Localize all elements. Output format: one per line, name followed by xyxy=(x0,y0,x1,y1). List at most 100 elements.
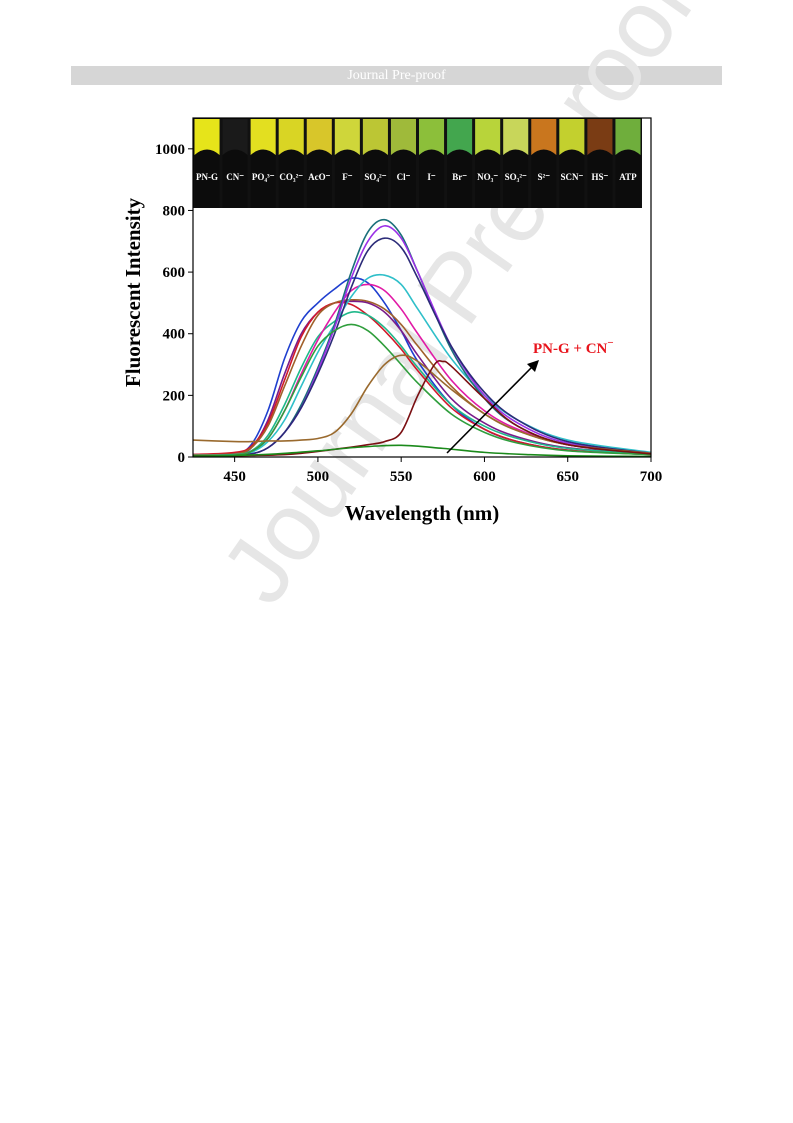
vial-5: AcO⁻ xyxy=(306,119,332,208)
vial-solution xyxy=(306,119,332,155)
series-line-1 xyxy=(192,277,652,456)
y-tick-label: 1000 xyxy=(155,142,185,158)
vial-base xyxy=(362,149,388,208)
vial-3: PO₄³⁻ xyxy=(250,119,276,208)
vial-4: CO₃²⁻ xyxy=(278,119,304,208)
vial-8: Cl⁻ xyxy=(390,119,416,208)
vial-label: SO₃²⁻ xyxy=(505,172,527,182)
vial-base xyxy=(194,149,220,208)
vial-base xyxy=(531,149,557,208)
series-line-7 xyxy=(192,273,652,457)
vial-solution xyxy=(447,119,473,155)
series-line-5 xyxy=(192,311,652,457)
vial-label: AcO⁻ xyxy=(308,172,330,182)
vial-label: NO₃⁻ xyxy=(477,172,498,182)
vial-base xyxy=(503,149,529,208)
series-line-10 xyxy=(192,237,652,457)
vial-14: SCN⁻ xyxy=(559,119,585,208)
x-tick-label: 500 xyxy=(307,469,330,485)
vial-label: S²⁻ xyxy=(538,172,551,182)
vial-label: ATP xyxy=(619,172,637,182)
vial-10: Br⁻ xyxy=(447,119,473,208)
vial-solution xyxy=(615,119,641,155)
vial-base xyxy=(475,149,501,208)
vial-solution xyxy=(222,119,248,155)
vial-base xyxy=(278,149,304,208)
vial-7: SO₄²⁻ xyxy=(362,119,388,208)
x-tick-label: 650 xyxy=(556,469,579,485)
y-tick-label: 800 xyxy=(163,203,186,219)
y-tick-label: 400 xyxy=(163,327,186,343)
vial-base xyxy=(306,149,332,208)
vial-base xyxy=(559,149,585,208)
vial-solution xyxy=(334,119,360,155)
vial-16: ATP xyxy=(615,119,641,208)
vial-label: HS⁻ xyxy=(592,172,609,182)
vial-9: I⁻ xyxy=(419,119,445,208)
annotation-label: PN-G + CN− xyxy=(533,337,614,357)
vial-base xyxy=(334,149,360,208)
vial-base xyxy=(222,149,248,208)
vial-label: CN⁻ xyxy=(226,172,244,182)
x-tick-label: 600 xyxy=(473,469,496,485)
vial-solution xyxy=(250,119,276,155)
vial-solution xyxy=(531,119,557,155)
x-axis-label: Wavelength (nm) xyxy=(345,501,500,525)
y-tick-label: 600 xyxy=(163,265,186,281)
vial-label: CO₃²⁻ xyxy=(279,172,303,182)
annotation-arrow-shaft xyxy=(446,365,534,454)
vial-base xyxy=(447,149,473,208)
vial-solution xyxy=(503,119,529,155)
y-tick-label: 200 xyxy=(163,388,186,404)
cn-annotation: PN-G + CN− xyxy=(446,337,614,454)
vial-label: SO₄²⁻ xyxy=(364,172,386,182)
vial-2: CN⁻ xyxy=(222,119,248,208)
vial-solution xyxy=(475,119,501,155)
y-tick-label: 0 xyxy=(178,450,186,466)
vial-base xyxy=(615,149,641,208)
vial-base xyxy=(587,149,613,208)
vial-label: I⁻ xyxy=(427,172,436,182)
vial-13: S²⁻ xyxy=(531,119,557,208)
vial-label: PN-G xyxy=(196,172,218,182)
vial-solution xyxy=(390,119,416,155)
series-line-13 xyxy=(192,359,652,457)
vial-1: PN-G xyxy=(194,119,220,208)
vial-label: Br⁻ xyxy=(452,172,467,182)
vial-solution xyxy=(194,119,220,155)
x-tick-label: 450 xyxy=(223,469,246,485)
vial-photo-strip: PN-G CN⁻ PO₄³⁻ CO₃²⁻ AcO⁻ F⁻ SO₄²⁻ Cl⁻ I⁻ Br⁻ NO₃⁻… xyxy=(193,118,642,208)
vial-base xyxy=(419,149,445,208)
plot-frame xyxy=(192,117,652,458)
vial-solution xyxy=(362,119,388,155)
vial-label: F⁻ xyxy=(342,172,352,182)
annotation-arrow-head xyxy=(527,360,539,372)
annotation-superscript: − xyxy=(607,337,613,349)
vial-solution xyxy=(587,119,613,155)
vial-solution xyxy=(559,119,585,155)
vial-label: PO₄³⁻ xyxy=(252,172,275,182)
x-tick-label: 700 xyxy=(640,469,663,485)
vial-12: SO₃²⁻ xyxy=(503,119,529,208)
series-line-12 xyxy=(192,354,652,455)
y-axis-label: Fluorescent Intensity xyxy=(121,197,145,387)
fluorescence-chart: PN-G CN⁻ PO₄³⁻ CO₃²⁻ AcO⁻ F⁻ SO₄²⁻ Cl⁻ I⁻ Br⁻ NO₃⁻… xyxy=(121,117,662,525)
vial-6: F⁻ xyxy=(334,119,360,208)
vial-solution xyxy=(419,119,445,155)
vial-label: Cl⁻ xyxy=(397,172,411,182)
vial-15: HS⁻ xyxy=(587,119,613,208)
vial-base xyxy=(390,149,416,208)
series-layer xyxy=(192,218,652,458)
journal-header-bar: Journal Pre-proof xyxy=(71,66,722,85)
series-line-3 xyxy=(192,301,652,456)
vial-solution xyxy=(278,119,304,155)
series-line-8 xyxy=(192,218,652,457)
x-axis: 450 500 550 600 650 700 xyxy=(223,457,662,485)
vial-label: SCN⁻ xyxy=(560,172,583,182)
series-line-11 xyxy=(192,323,652,457)
y-axis: 0 200 400 600 800 1000 xyxy=(155,142,193,466)
vial-base xyxy=(250,149,276,208)
series-line-2 xyxy=(192,300,652,456)
x-tick-label: 550 xyxy=(390,469,413,485)
series-line-6 xyxy=(192,283,652,457)
